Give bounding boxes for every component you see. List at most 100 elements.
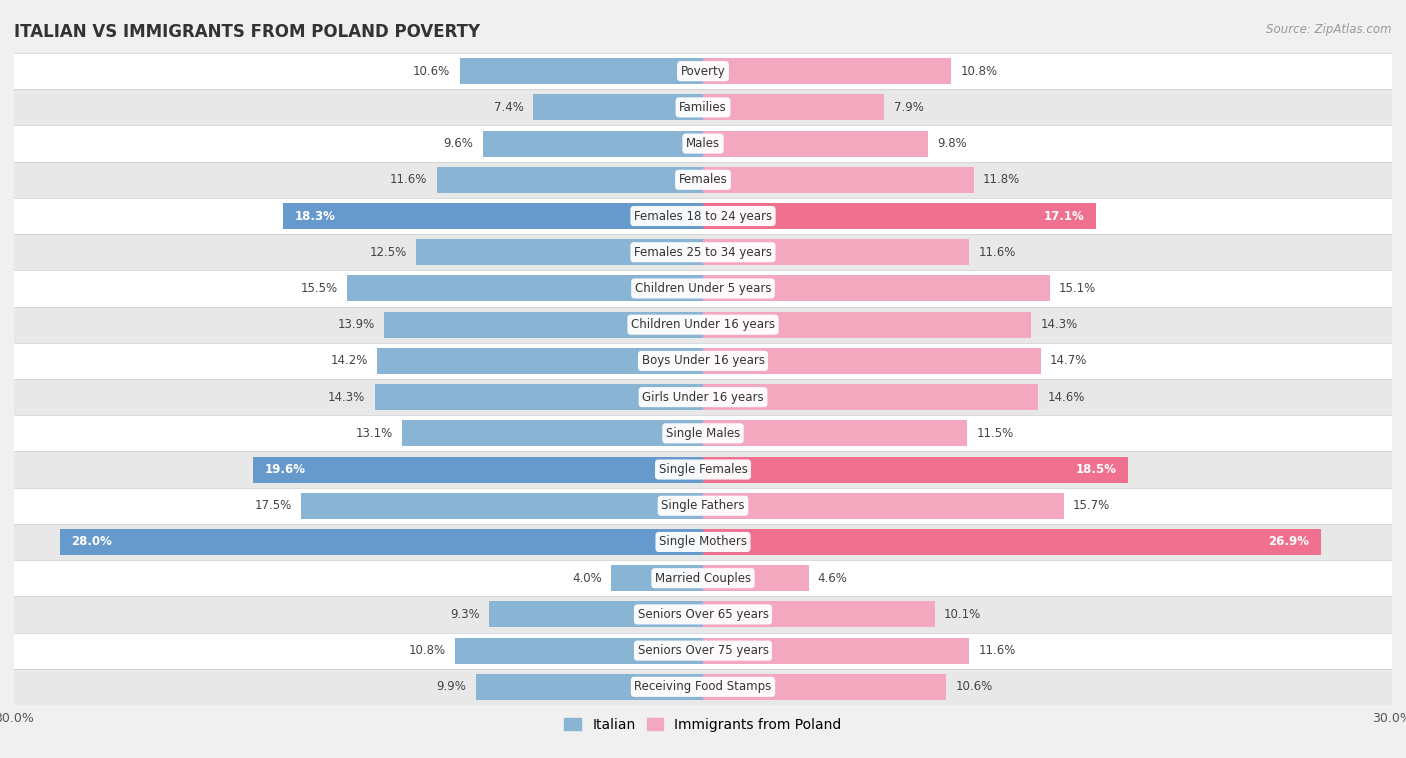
- Text: 10.1%: 10.1%: [945, 608, 981, 621]
- Text: 17.5%: 17.5%: [254, 500, 292, 512]
- Text: 4.6%: 4.6%: [818, 572, 848, 584]
- Text: 11.6%: 11.6%: [979, 644, 1017, 657]
- Bar: [14, 452, 1392, 487]
- Bar: [14, 234, 1392, 271]
- Bar: [14, 306, 1392, 343]
- Text: 15.7%: 15.7%: [1073, 500, 1109, 512]
- Text: Families: Families: [679, 101, 727, 114]
- Text: Females 25 to 34 years: Females 25 to 34 years: [634, 246, 772, 258]
- Bar: [703, 312, 1032, 338]
- Text: Poverty: Poverty: [681, 64, 725, 77]
- Text: 19.6%: 19.6%: [264, 463, 305, 476]
- Bar: [703, 203, 1095, 229]
- Text: 10.8%: 10.8%: [960, 64, 997, 77]
- Bar: [703, 601, 935, 628]
- Bar: [703, 130, 928, 157]
- Text: 13.9%: 13.9%: [337, 318, 374, 331]
- Text: 18.5%: 18.5%: [1076, 463, 1116, 476]
- Text: 17.1%: 17.1%: [1043, 209, 1084, 223]
- Text: Girls Under 16 years: Girls Under 16 years: [643, 390, 763, 403]
- Text: 11.5%: 11.5%: [976, 427, 1014, 440]
- Bar: [283, 203, 703, 229]
- Bar: [377, 348, 703, 374]
- Bar: [374, 384, 703, 410]
- Bar: [14, 89, 1392, 126]
- Bar: [14, 560, 1392, 597]
- Bar: [253, 456, 703, 483]
- Bar: [14, 343, 1392, 379]
- Text: 14.3%: 14.3%: [1040, 318, 1078, 331]
- Text: Boys Under 16 years: Boys Under 16 years: [641, 355, 765, 368]
- Text: 15.1%: 15.1%: [1059, 282, 1097, 295]
- Bar: [703, 565, 808, 591]
- Text: 11.6%: 11.6%: [389, 174, 427, 186]
- Bar: [14, 487, 1392, 524]
- Bar: [482, 130, 703, 157]
- Text: 14.2%: 14.2%: [330, 355, 368, 368]
- Text: Children Under 16 years: Children Under 16 years: [631, 318, 775, 331]
- Text: Single Fathers: Single Fathers: [661, 500, 745, 512]
- Text: 9.8%: 9.8%: [938, 137, 967, 150]
- Bar: [533, 94, 703, 121]
- Text: 11.8%: 11.8%: [983, 174, 1021, 186]
- Text: Females: Females: [679, 174, 727, 186]
- Bar: [489, 601, 703, 628]
- Bar: [14, 524, 1392, 560]
- Bar: [60, 529, 703, 555]
- Bar: [14, 669, 1392, 705]
- Text: 10.6%: 10.6%: [413, 64, 450, 77]
- Bar: [703, 674, 946, 700]
- Text: Males: Males: [686, 137, 720, 150]
- Bar: [703, 94, 884, 121]
- Text: Source: ZipAtlas.com: Source: ZipAtlas.com: [1267, 23, 1392, 36]
- Text: Single Females: Single Females: [658, 463, 748, 476]
- Text: 7.4%: 7.4%: [494, 101, 524, 114]
- Bar: [437, 167, 703, 193]
- Text: 15.5%: 15.5%: [301, 282, 337, 295]
- Text: Married Couples: Married Couples: [655, 572, 751, 584]
- Bar: [14, 632, 1392, 669]
- Bar: [14, 161, 1392, 198]
- Bar: [384, 312, 703, 338]
- Text: Children Under 5 years: Children Under 5 years: [634, 282, 772, 295]
- Text: 10.8%: 10.8%: [409, 644, 446, 657]
- Text: 9.6%: 9.6%: [443, 137, 474, 150]
- Bar: [460, 58, 703, 84]
- Text: ITALIAN VS IMMIGRANTS FROM POLAND POVERTY: ITALIAN VS IMMIGRANTS FROM POLAND POVERT…: [14, 23, 481, 41]
- Bar: [703, 493, 1063, 518]
- Text: Seniors Over 75 years: Seniors Over 75 years: [637, 644, 769, 657]
- Bar: [703, 637, 969, 664]
- Bar: [402, 420, 703, 446]
- Bar: [456, 637, 703, 664]
- Text: 18.3%: 18.3%: [294, 209, 335, 223]
- Bar: [14, 415, 1392, 452]
- Legend: Italian, Immigrants from Poland: Italian, Immigrants from Poland: [558, 712, 848, 737]
- Text: 4.0%: 4.0%: [572, 572, 602, 584]
- Bar: [416, 240, 703, 265]
- Text: 28.0%: 28.0%: [72, 535, 112, 549]
- Bar: [703, 384, 1038, 410]
- Text: 26.9%: 26.9%: [1268, 535, 1309, 549]
- Bar: [703, 456, 1128, 483]
- Bar: [14, 379, 1392, 415]
- Bar: [703, 529, 1320, 555]
- Bar: [703, 240, 969, 265]
- Text: 13.1%: 13.1%: [356, 427, 392, 440]
- Bar: [703, 275, 1050, 302]
- Bar: [703, 58, 950, 84]
- Bar: [14, 53, 1392, 89]
- Bar: [475, 674, 703, 700]
- Text: Single Males: Single Males: [666, 427, 740, 440]
- Text: 14.6%: 14.6%: [1047, 390, 1085, 403]
- Bar: [14, 597, 1392, 632]
- Text: 10.6%: 10.6%: [956, 681, 993, 694]
- Text: 7.9%: 7.9%: [894, 101, 924, 114]
- Bar: [703, 167, 974, 193]
- Bar: [347, 275, 703, 302]
- Text: 9.9%: 9.9%: [437, 681, 467, 694]
- Bar: [612, 565, 703, 591]
- Bar: [14, 198, 1392, 234]
- Bar: [703, 420, 967, 446]
- Text: 12.5%: 12.5%: [370, 246, 406, 258]
- Text: 14.3%: 14.3%: [328, 390, 366, 403]
